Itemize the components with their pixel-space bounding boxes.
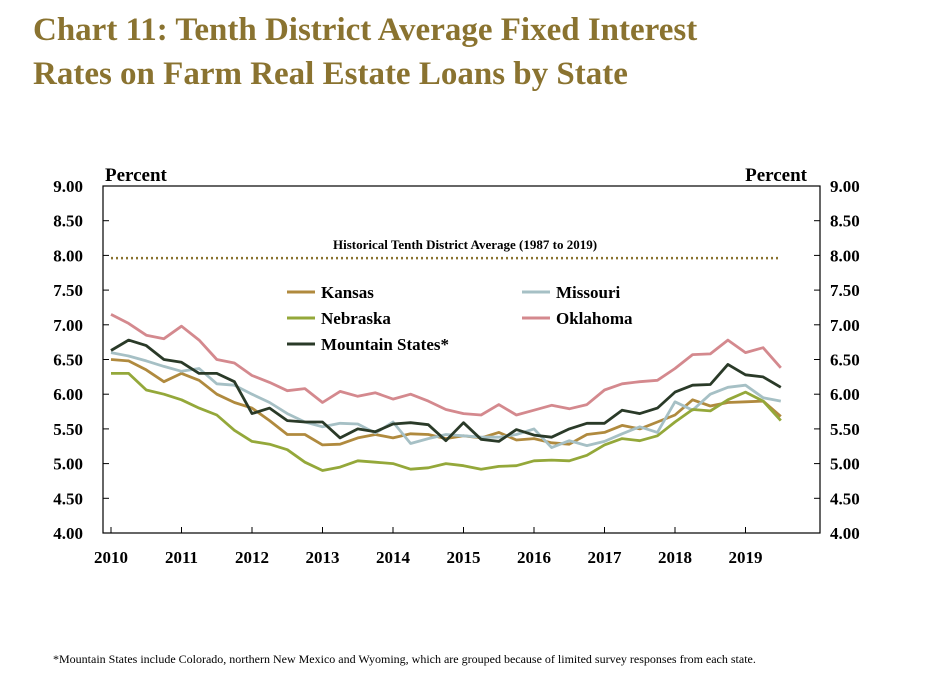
series-line-missouri bbox=[110, 351, 782, 450]
y-tick-label-left: 7.50 bbox=[53, 281, 83, 300]
y-tick-label-left: 5.50 bbox=[53, 420, 83, 439]
legend-label: Nebraska bbox=[321, 309, 391, 328]
x-tick-label: 2011 bbox=[165, 548, 198, 567]
y-tick-label-right: 8.50 bbox=[830, 212, 860, 231]
series-lines bbox=[110, 313, 782, 472]
x-tick-label: 2017 bbox=[588, 548, 623, 567]
series-line-kansas bbox=[110, 358, 782, 447]
y-tick-label-left: 8.50 bbox=[53, 212, 83, 231]
legend-label: Oklahoma bbox=[556, 309, 633, 328]
y-tick-label-right: 6.50 bbox=[830, 351, 860, 370]
y-axis-ticks: 4.00 4.00 4.50 4.50 5.00 5.00 5.50 5.50 6.00 6.00… bbox=[53, 177, 860, 543]
x-tick-label: 2016 bbox=[517, 548, 551, 567]
y-tick-label-right: 4.00 bbox=[830, 524, 860, 543]
x-tick-label: 2014 bbox=[376, 548, 411, 567]
y-tick-label-left: 9.00 bbox=[53, 177, 83, 196]
right-axis-unit-label: Percent bbox=[745, 165, 808, 186]
y-tick-label-left: 5.00 bbox=[53, 455, 83, 474]
y-tick-label-right: 6.00 bbox=[830, 385, 860, 404]
x-tick-label: 2015 bbox=[447, 548, 481, 567]
y-tick-label-right: 5.00 bbox=[830, 455, 860, 474]
series-line-mountain-states bbox=[110, 338, 782, 443]
x-tick-label: 2010 bbox=[94, 548, 128, 567]
y-tick-label-right: 9.00 bbox=[830, 177, 860, 196]
y-tick-label-right: 8.00 bbox=[830, 246, 860, 265]
legend-label: Missouri bbox=[556, 283, 621, 302]
x-tick-label: 2019 bbox=[729, 548, 763, 567]
y-tick-label-right: 7.00 bbox=[830, 316, 860, 335]
series-line-nebraska bbox=[111, 371, 782, 472]
legend-label: Kansas bbox=[321, 283, 374, 302]
y-tick-label-right: 5.50 bbox=[830, 420, 860, 439]
series-line-oklahoma bbox=[110, 313, 782, 417]
chart-title: Chart 11: Tenth District Average Fixed I… bbox=[33, 12, 698, 92]
y-tick-label-right: 7.50 bbox=[830, 281, 860, 300]
legend-label: Mountain States* bbox=[321, 335, 449, 354]
x-tick-label: 2013 bbox=[306, 548, 340, 567]
y-tick-label-left: 6.50 bbox=[53, 351, 83, 370]
footnote: *Mountain States include Colorado, north… bbox=[53, 652, 756, 666]
x-tick-label: 2012 bbox=[235, 548, 269, 567]
y-tick-label-left: 8.00 bbox=[53, 246, 83, 265]
y-tick-label-left: 7.00 bbox=[53, 316, 83, 335]
y-tick-label-left: 6.00 bbox=[53, 385, 83, 404]
legend: Kansas Missouri Nebraska Oklahoma Mountain S… bbox=[287, 283, 633, 354]
left-axis-unit-label: Percent bbox=[105, 165, 168, 186]
y-tick-label-left: 4.00 bbox=[53, 524, 83, 543]
reference-line-group: Historical Tenth District Average (1987 … bbox=[111, 237, 781, 260]
y-tick-label-left: 4.50 bbox=[53, 489, 83, 508]
x-tick-label: 2018 bbox=[658, 548, 692, 567]
x-axis-ticks: 2010 2011 2012 2013 2014 2015 2016 2017 2018 2019 bbox=[94, 527, 763, 567]
reference-line-label: Historical Tenth District Average (1987 … bbox=[333, 237, 597, 252]
y-tick-label-right: 4.50 bbox=[830, 489, 860, 508]
